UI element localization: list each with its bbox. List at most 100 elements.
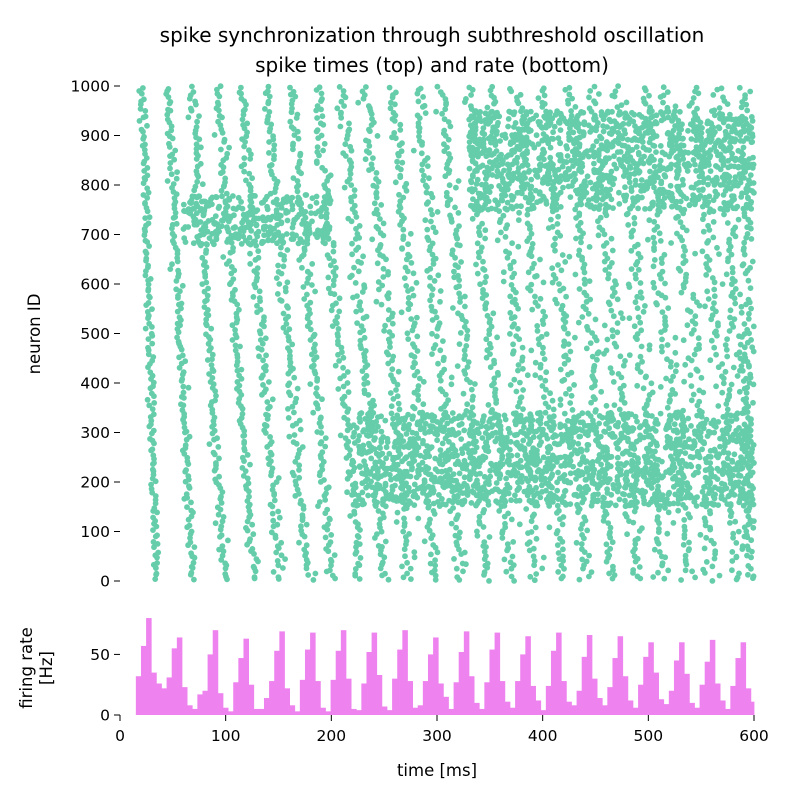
- spike-point: [506, 181, 512, 187]
- spike-point: [469, 215, 476, 222]
- spike-point: [610, 563, 616, 570]
- spike-point: [527, 573, 534, 580]
- spike-point: [509, 240, 515, 247]
- spike-point: [382, 538, 389, 545]
- spike-point: [413, 279, 420, 286]
- spike-point: [204, 228, 211, 235]
- spike-point: [428, 190, 434, 197]
- spike-point: [219, 552, 226, 559]
- spike-point: [707, 147, 714, 154]
- spike-point: [719, 389, 726, 396]
- spike-point: [188, 550, 195, 557]
- spike-point: [332, 362, 339, 369]
- spike-point: [304, 280, 310, 286]
- spike-point: [482, 184, 489, 191]
- spike-point: [611, 402, 618, 408]
- spike-point: [301, 546, 308, 553]
- spike-point: [253, 221, 260, 228]
- spike-point: [218, 532, 225, 539]
- spike-point: [310, 362, 317, 369]
- spike-point: [627, 171, 633, 178]
- spike-point: [695, 124, 702, 130]
- spike-point: [354, 320, 360, 326]
- spike-point: [584, 527, 591, 534]
- spike-point: [586, 105, 593, 112]
- spike-point: [603, 240, 610, 246]
- spike-point: [322, 213, 329, 220]
- spike-point: [726, 144, 733, 151]
- spike-point: [648, 114, 654, 121]
- spike-point: [218, 523, 225, 530]
- spike-point: [477, 281, 483, 288]
- spike-point: [694, 116, 701, 123]
- spike-point: [388, 372, 394, 379]
- spike-point: [726, 386, 733, 393]
- spike-point: [292, 478, 299, 485]
- spike-point: [254, 265, 261, 271]
- spike-point: [402, 264, 409, 271]
- spike-point: [230, 193, 236, 199]
- spike-point: [541, 92, 548, 99]
- spike-point: [441, 127, 448, 134]
- spike-point: [222, 199, 229, 206]
- spike-point: [278, 244, 284, 251]
- spike-point: [555, 569, 562, 575]
- spike-point: [313, 385, 320, 391]
- spike-point: [263, 411, 269, 418]
- spike-point: [598, 461, 604, 468]
- spike-point: [355, 258, 362, 265]
- spike-point: [750, 323, 757, 330]
- spike-point: [691, 327, 697, 333]
- spike-point: [563, 293, 569, 300]
- spike-point: [463, 343, 470, 349]
- spike-point: [437, 288, 444, 294]
- spike-point: [601, 495, 607, 501]
- spike-point: [736, 349, 743, 356]
- spike-point: [729, 275, 736, 282]
- spike-point: [592, 115, 599, 122]
- spike-point: [370, 397, 376, 404]
- spike-point: [677, 150, 684, 157]
- spike-point: [537, 119, 543, 125]
- spike-point: [600, 123, 606, 129]
- spike-point: [516, 521, 523, 528]
- spike-point: [147, 276, 154, 282]
- spike-point: [581, 276, 588, 283]
- spike-point: [519, 344, 526, 351]
- spike-point: [193, 141, 200, 148]
- spike-point: [322, 231, 329, 238]
- spike-point: [327, 539, 334, 545]
- spike-point: [710, 208, 717, 215]
- spike-point: [715, 320, 721, 327]
- spike-point: [719, 361, 726, 367]
- spike-point: [266, 139, 272, 145]
- spike-point: [391, 130, 398, 136]
- spike-point: [747, 517, 754, 524]
- spike-point: [630, 227, 636, 234]
- spike-point: [695, 134, 702, 141]
- spike-point: [199, 181, 206, 188]
- spike-point: [659, 560, 666, 566]
- spike-point: [411, 320, 418, 327]
- spike-point: [370, 155, 376, 162]
- spike-point: [472, 381, 478, 387]
- spike-point: [715, 124, 722, 130]
- spike-point: [151, 505, 158, 512]
- spike-point: [523, 506, 530, 512]
- spike-point: [474, 176, 481, 183]
- spike-point: [542, 313, 548, 320]
- spike-point: [706, 132, 713, 139]
- spike-point: [277, 297, 284, 303]
- spike-point: [193, 150, 200, 157]
- spike-point: [634, 331, 641, 337]
- spike-point: [726, 328, 733, 334]
- spike-point: [431, 567, 438, 574]
- spike-point: [560, 343, 567, 349]
- spike-point: [732, 178, 738, 184]
- spike-point: [616, 124, 623, 130]
- spike-point: [486, 147, 493, 153]
- spike-point: [579, 556, 586, 563]
- spike-point: [398, 148, 405, 155]
- spike-point: [632, 177, 639, 184]
- spike-point: [603, 347, 610, 354]
